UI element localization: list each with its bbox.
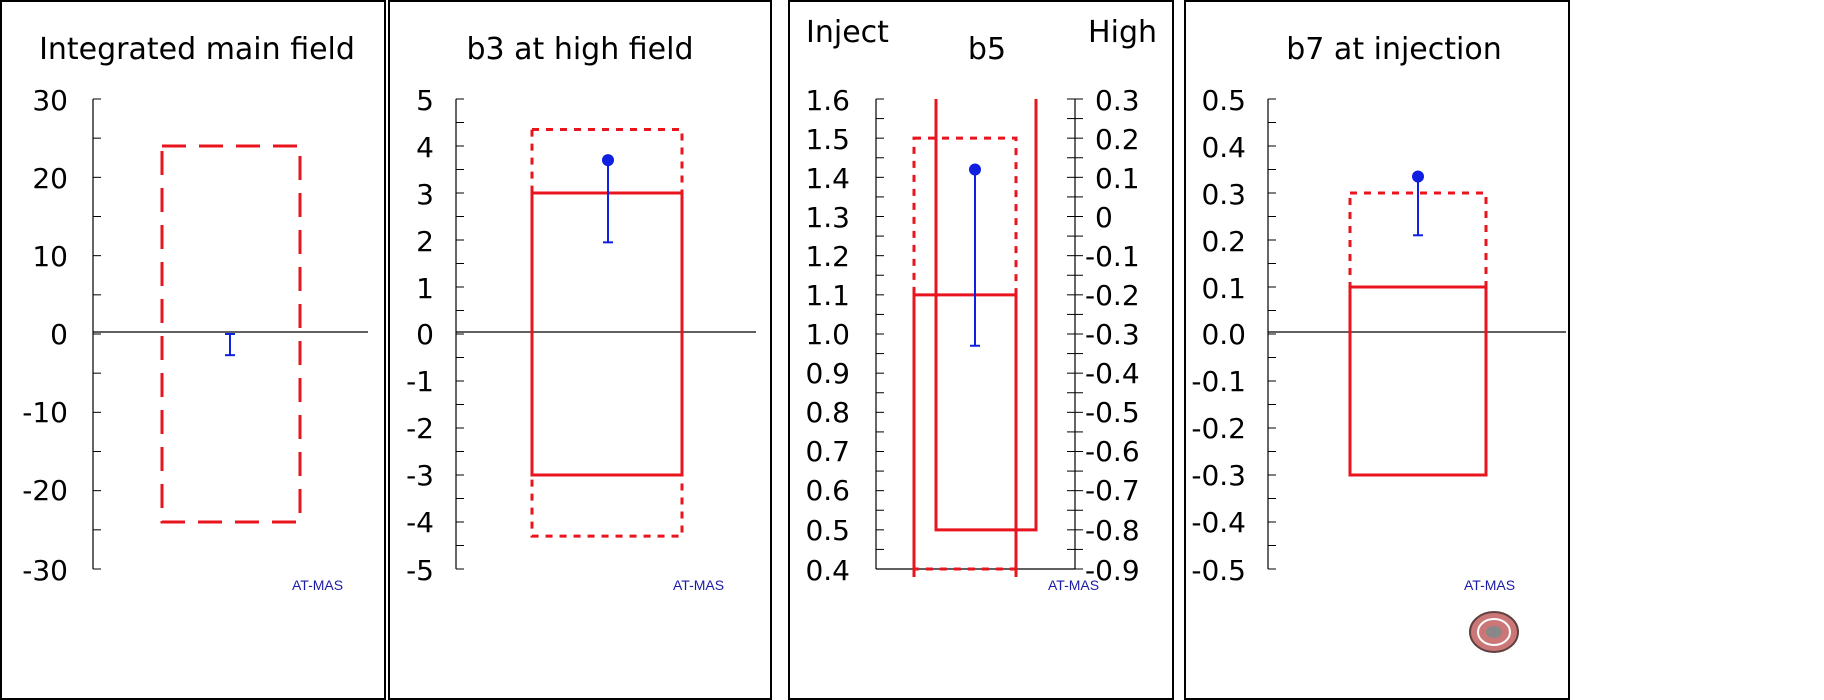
chart-panel-b3: b3 at high field 5 4 3 2 1 0 -1 -2 -3 -4… xyxy=(388,0,772,700)
y-tick-label: 1.5 xyxy=(805,123,850,156)
measurement-point xyxy=(602,154,614,167)
y-tick-label: -1 xyxy=(406,365,434,398)
tolerance-box-solid xyxy=(1348,285,1488,477)
measurement-point xyxy=(1412,170,1424,183)
y-tick-label: 0 xyxy=(416,318,434,351)
y-tick-label: 3 xyxy=(416,178,434,211)
left-axis-label: Inject xyxy=(806,15,889,50)
y-tick-label: 0.8 xyxy=(805,396,850,429)
y2-tick-label: -0.5 xyxy=(1085,396,1140,429)
watermark: AT-MAS xyxy=(292,577,343,593)
y-tick-label: 1 xyxy=(416,272,434,305)
y-tick-label: 0.5 xyxy=(1201,84,1246,117)
y-tick-label: 0.5 xyxy=(805,514,850,547)
y-tick-label: 4 xyxy=(416,131,434,164)
y-tick-label: -0.3 xyxy=(1191,459,1246,492)
y2-tick-label: 0.2 xyxy=(1095,123,1140,156)
y2-tick-label: -0.1 xyxy=(1085,240,1140,273)
y-tick-label: 0.9 xyxy=(805,357,850,390)
y-tick-label: -0.1 xyxy=(1191,365,1246,398)
y2-tick-label: -0.7 xyxy=(1085,474,1140,507)
y-tick-group-right: 0.3 0.2 0.1 0 -0.1 -0.2 -0.3 -0.4 -0.5 -… xyxy=(1085,84,1140,587)
chart-panel-b7: b7 at injection 0.5 0.4 0.3 0.2 0.1 0.0 … xyxy=(1184,0,1570,700)
chart-panel-b5: Inject b5 High 1.6 1.5 1.4 1.3 1.2 1.1 1… xyxy=(788,0,1174,700)
y-tick-label: -0.5 xyxy=(1191,554,1246,587)
y-tick-label: 1.4 xyxy=(805,162,850,195)
y-tick-label: -30 xyxy=(22,554,68,587)
tolerance-box-injection xyxy=(912,293,1018,577)
y-tick-label: -2 xyxy=(406,412,434,445)
y2-tick-label: -0.4 xyxy=(1085,357,1140,390)
y-tick-label: 1.2 xyxy=(805,240,850,273)
y-tick-group: 30 20 10 0 -10 -20 -30 xyxy=(22,84,68,587)
y-tick-label: 0.3 xyxy=(1201,178,1246,211)
y2-tick-label: 0 xyxy=(1095,201,1113,234)
y2-tick-label: -0.8 xyxy=(1085,514,1140,547)
y-tick-label: 0.6 xyxy=(805,474,850,507)
y2-tick-label: -0.3 xyxy=(1085,318,1140,351)
y-tick-label: 0.1 xyxy=(1201,272,1246,305)
y-tick-label: 0.7 xyxy=(805,435,850,468)
chart-main-field-svg: Integrated main field 30 20 10 0 -10 -20… xyxy=(22,32,368,593)
y-tick-label: 0.4 xyxy=(805,554,850,587)
y-tick-label: 5 xyxy=(416,84,434,117)
y-tick-label: -3 xyxy=(406,459,434,492)
watermark: AT-MAS xyxy=(673,577,724,593)
y-tick-label: -4 xyxy=(406,506,434,539)
y-tick-label: 0.2 xyxy=(1201,225,1246,258)
y-tick-group-left: 1.6 1.5 1.4 1.3 1.2 1.1 1.0 0.9 0.8 0.7 … xyxy=(805,84,850,587)
y-tick-group: 5 4 3 2 1 0 -1 -2 -3 -4 -5 xyxy=(406,84,434,587)
y-tick-label: 1.6 xyxy=(805,84,850,117)
y-tick-label: 1.1 xyxy=(805,279,850,312)
y2-tick-label: -0.9 xyxy=(1085,554,1140,587)
y-tick-label: 30 xyxy=(32,84,68,117)
chart-panel-main-field: Integrated main field 30 20 10 0 -10 -20… xyxy=(0,0,386,700)
y-tick-group: 0.5 0.4 0.3 0.2 0.1 0.0 -0.1 -0.2 -0.3 -… xyxy=(1191,84,1246,587)
tolerance-box-high-field xyxy=(934,99,1038,532)
logo-icon xyxy=(1469,611,1519,653)
y-tick-label: 20 xyxy=(32,162,68,195)
chart-title: b3 at high field xyxy=(466,32,693,67)
y-tick-label: 10 xyxy=(32,240,68,273)
measurement-point xyxy=(969,163,981,176)
chart-title: b5 xyxy=(968,32,1006,67)
y-tick-label: -0.4 xyxy=(1191,506,1246,539)
y2-tick-label: 0.3 xyxy=(1095,84,1140,117)
y-tick-label: 2 xyxy=(416,225,434,258)
tolerance-box-dotted xyxy=(912,136,1018,571)
y-tick-label: 1.0 xyxy=(805,318,850,351)
y-tick-label: 0 xyxy=(50,318,68,351)
y2-tick-label: -0.6 xyxy=(1085,435,1140,468)
y-tick-label: -0.2 xyxy=(1191,412,1246,445)
y-tick-label: -10 xyxy=(22,396,68,429)
chart-b3-svg: b3 at high field 5 4 3 2 1 0 -1 -2 -3 -4… xyxy=(406,32,756,593)
right-axis-label: High xyxy=(1088,15,1157,50)
chart-title: Integrated main field xyxy=(39,32,355,67)
y-tick-label: 0.4 xyxy=(1201,131,1246,164)
watermark: AT-MAS xyxy=(1048,577,1099,593)
chart-title: b7 at injection xyxy=(1286,32,1501,67)
chart-b5-svg: Inject b5 High 1.6 1.5 1.4 1.3 1.2 1.1 1… xyxy=(805,15,1157,593)
chart-b7-svg: b7 at injection 0.5 0.4 0.3 0.2 0.1 0.0 … xyxy=(1191,32,1566,653)
y-tick-label: -5 xyxy=(406,554,434,587)
y-tick-label: 0.0 xyxy=(1201,318,1246,351)
watermark: AT-MAS xyxy=(1464,577,1515,593)
y2-tick-label: 0.1 xyxy=(1095,162,1140,195)
y-tick-label: 1.3 xyxy=(805,201,850,234)
y-tick-label: -20 xyxy=(22,474,68,507)
y2-tick-label: -0.2 xyxy=(1085,279,1140,312)
